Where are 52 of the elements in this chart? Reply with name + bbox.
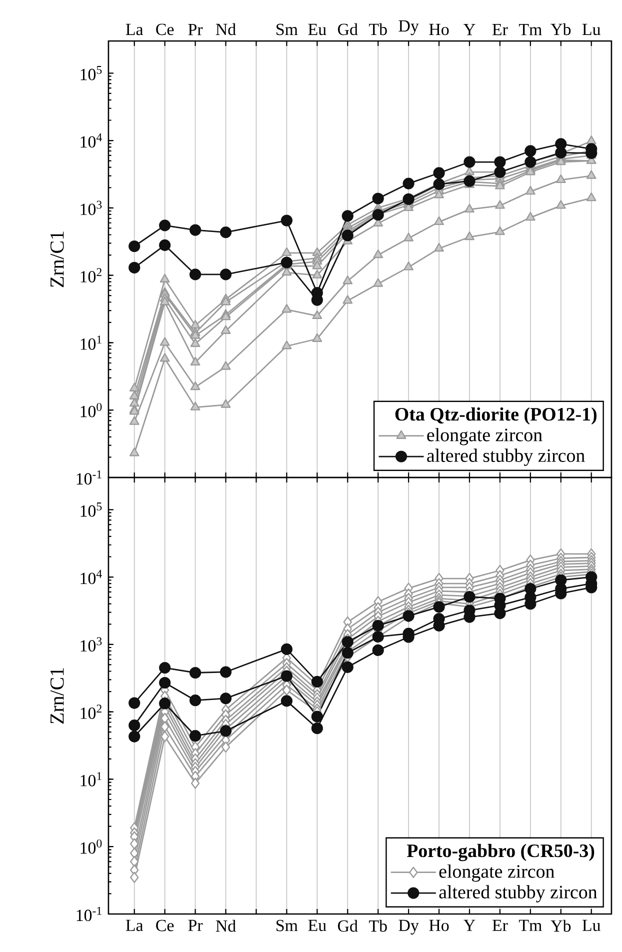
x-tick-label: Gd (338, 23, 358, 36)
y-tick-label: 10$^{5}$ (80, 66, 102, 80)
y-tick-label: 10$^{5}$ (80, 502, 102, 517)
x-tick-label: Tb (368, 920, 387, 932)
x-tick-label: Eu (308, 920, 326, 932)
x-tick-label: Pr (188, 920, 202, 931)
x-tick-label: Tb (368, 23, 387, 36)
y-tick-label: 10$^{0}$ (80, 839, 102, 854)
x-tick-label: La (126, 920, 143, 932)
y-tick-label: 10$^{2}$ (80, 704, 102, 719)
legend-label: elongate zircon (426, 428, 542, 446)
x-tick-label: Lu (582, 920, 600, 932)
y-axis-title: Zrn/C1 (50, 232, 64, 288)
y-tick-label: 10$^{2}$ (80, 268, 102, 282)
y-tick-label: 10$^{3}$ (80, 200, 102, 216)
x-tick-label: Yb (550, 920, 570, 932)
x-tick-label: Ho (428, 920, 449, 932)
x-tick-label: Nd (216, 23, 236, 36)
x-tick-label: Gd (338, 920, 358, 932)
x-tick-label: Ho (428, 24, 449, 36)
y-tick-label: 10$^{1}$ (80, 336, 102, 350)
x-tick-label: Eu (308, 24, 326, 36)
x-tick-label: Tm (518, 920, 542, 931)
x-tick-label: Sm (276, 24, 298, 36)
y-tick-label: 10$^{3}$ (80, 637, 102, 652)
x-tick-label: Dy (398, 20, 419, 36)
legend-label: elongate zircon (439, 864, 554, 882)
x-tick-label: Y (463, 920, 475, 931)
x-tick-label: Ce (156, 24, 174, 36)
y-tick-label: 10$^{1}$ (80, 772, 102, 786)
legend-title: Porto-gabbro (CR50-3) (406, 844, 594, 862)
x-tick-label: Y (463, 24, 475, 36)
legend-label: altered stubby zircon (426, 448, 585, 466)
x-tick-label: Dy (398, 920, 419, 935)
y-tick-label: 10$^{-1}$ (76, 906, 102, 922)
x-tick-label: Ce (156, 920, 174, 932)
x-tick-label: Yb (550, 23, 570, 36)
legend-title: Ota Qtz-diorite (PO12-1) (395, 407, 596, 425)
x-tick-label: Sm (276, 920, 298, 932)
x-tick-label: La (126, 24, 143, 36)
x-tick-label: Nd (216, 920, 236, 932)
y-tick-label: 10$^{4}$ (80, 133, 102, 148)
y-axis-title: Zrn/C1 (50, 668, 64, 724)
y-tick-label: 10$^{-1}$ (76, 470, 102, 485)
x-tick-label: Pr (188, 24, 202, 36)
x-tick-label: Er (492, 24, 508, 36)
x-tick-label: Tm (518, 24, 542, 36)
y-tick-label: 10$^{4}$ (80, 570, 102, 584)
x-tick-label: Lu (582, 24, 600, 36)
x-tick-label: Er (492, 920, 508, 931)
y-tick-label: 10$^{0}$ (80, 402, 102, 418)
legend-label: altered stubby zircon (439, 885, 597, 902)
